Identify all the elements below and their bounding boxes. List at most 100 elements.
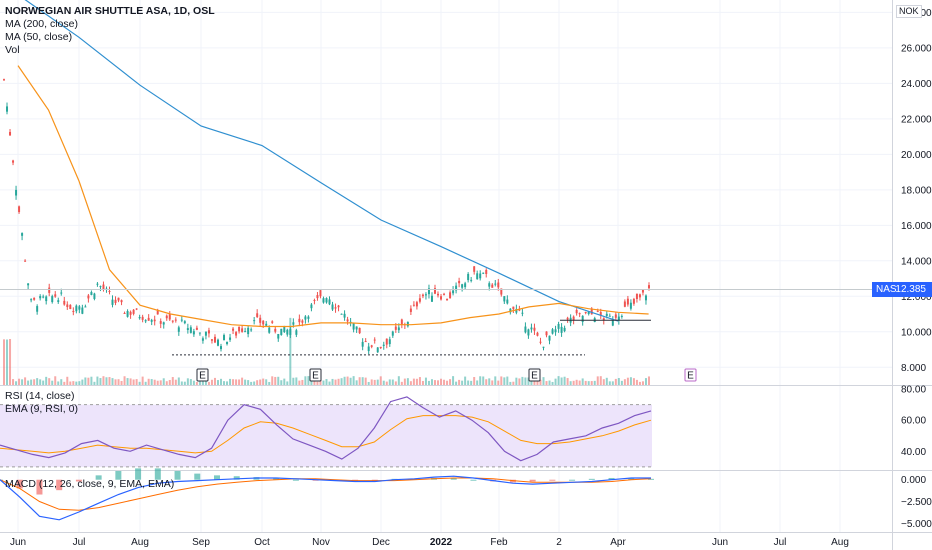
volume-bar xyxy=(617,378,620,385)
volume-bar xyxy=(93,381,96,385)
candle-body xyxy=(220,346,223,350)
volume-bar xyxy=(638,381,641,385)
candle-body xyxy=(69,304,72,309)
candle-body xyxy=(66,304,69,308)
volume-bar xyxy=(488,378,491,385)
candle-body xyxy=(60,292,63,294)
candle-body xyxy=(247,327,250,335)
candle-body xyxy=(322,298,325,303)
candle-body xyxy=(388,339,391,345)
candle-body xyxy=(12,160,15,163)
volume-bar xyxy=(3,339,5,385)
candle-body xyxy=(307,316,310,319)
volume-bar xyxy=(304,376,307,385)
candle-body xyxy=(629,302,632,309)
candle-body xyxy=(379,346,382,349)
volume-bar xyxy=(644,378,647,385)
candle-body xyxy=(319,290,322,297)
volume-bar xyxy=(614,378,617,385)
volume-bar xyxy=(120,380,123,385)
volume-bar xyxy=(370,379,373,385)
volume-bar xyxy=(533,381,536,385)
candle-body xyxy=(177,327,180,332)
volume-bar xyxy=(63,381,66,385)
volume-bar xyxy=(464,376,467,385)
rsi-band xyxy=(0,404,652,467)
ma50-legend[interactable]: MA (50, close) xyxy=(5,31,73,43)
volume-bar xyxy=(207,381,210,385)
symbol-title[interactable]: NORWEGIAN AIR SHUTTLE ASA, 1D, OSL xyxy=(5,5,215,17)
macd-title[interactable]: MACD (12, 26, close, 9, EMA, EMA) xyxy=(5,478,175,490)
candle-body xyxy=(458,280,461,284)
candle-body xyxy=(355,326,358,330)
candle-body xyxy=(596,310,599,312)
volume-bar xyxy=(349,377,352,385)
candle-body xyxy=(144,320,147,322)
volume-bar xyxy=(150,379,153,385)
volume-bar xyxy=(364,377,367,385)
volume-bar xyxy=(512,381,515,385)
currency-label: NOK xyxy=(896,5,922,18)
candle-body xyxy=(15,189,18,196)
candle-body xyxy=(446,298,449,301)
volume-bar xyxy=(379,376,382,385)
volume-bar xyxy=(611,381,614,385)
candle-body xyxy=(497,282,500,288)
volume-bar xyxy=(189,379,192,385)
earnings-marker-jul xyxy=(684,368,697,382)
macd-histogram-bar xyxy=(628,477,635,480)
volume-bar xyxy=(542,377,545,385)
candle-body xyxy=(533,327,536,331)
ma200-legend[interactable]: MA (200, close) xyxy=(5,18,78,30)
candle-body xyxy=(259,317,262,323)
candle-body xyxy=(99,286,102,288)
volume-bar xyxy=(259,379,262,385)
candle-body xyxy=(539,341,542,343)
vol-legend[interactable]: Vol xyxy=(5,44,20,56)
candle-body xyxy=(433,288,436,294)
candle-body xyxy=(494,283,497,285)
volume-bar xyxy=(461,380,464,385)
candle-body xyxy=(623,301,626,307)
candle-body xyxy=(548,335,551,341)
volume-bar xyxy=(177,377,180,385)
volume-bar xyxy=(96,376,99,385)
volume-bar xyxy=(289,317,292,385)
volume-bar xyxy=(524,377,527,385)
macd-legend: MACD (12, 26, close, 9, EMA, EMA) xyxy=(5,478,174,491)
volume-bar xyxy=(424,377,427,385)
volume-bar xyxy=(346,376,349,385)
volume-bar xyxy=(271,376,274,385)
candle-body xyxy=(421,294,424,297)
last-price-value: 12.385 xyxy=(895,284,926,295)
candle-body xyxy=(530,327,533,330)
volume-bar xyxy=(623,379,626,385)
volume-bar xyxy=(476,380,479,385)
candle-body xyxy=(641,289,644,293)
candle-body xyxy=(367,346,370,352)
candle-body xyxy=(614,314,617,318)
candle-body xyxy=(277,334,280,339)
rsi-title[interactable]: RSI (14, close) xyxy=(5,390,75,402)
volume-bar xyxy=(415,378,418,385)
time-axis-label: 2022 xyxy=(430,537,453,548)
volume-bar xyxy=(45,376,48,385)
candle-body xyxy=(138,317,141,319)
candle-body xyxy=(391,331,394,336)
volume-bar xyxy=(111,378,114,385)
rsi-ema-title[interactable]: EMA (9, RSI, 0) xyxy=(5,403,78,415)
volume-bar xyxy=(99,378,102,385)
time-axis-label: Jun xyxy=(712,537,728,548)
candle-body xyxy=(334,307,337,309)
volume-bar xyxy=(388,379,391,385)
macd-histogram-bar xyxy=(75,479,82,482)
volume-bar xyxy=(174,379,177,385)
candle-body xyxy=(235,332,238,336)
volume-bar xyxy=(54,376,57,385)
volume-bar xyxy=(391,379,394,385)
candle-body xyxy=(298,318,301,323)
volume-bar xyxy=(491,380,494,385)
volume-bar xyxy=(156,380,159,385)
volume-bar xyxy=(268,381,271,385)
volume-bar xyxy=(216,380,219,385)
